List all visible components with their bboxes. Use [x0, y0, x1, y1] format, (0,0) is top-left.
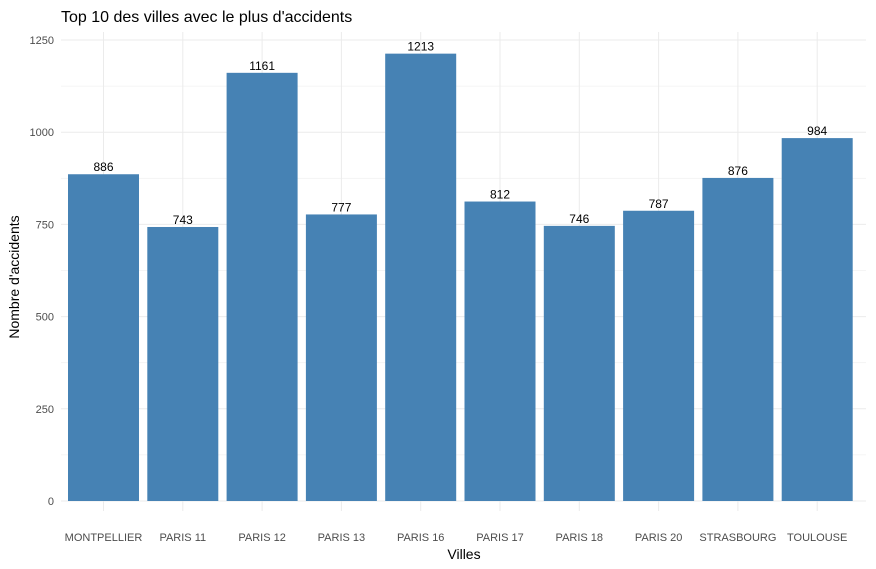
y-tick-label: 750 — [36, 219, 54, 231]
bar — [68, 174, 139, 501]
x-tick-label: PARIS 17 — [476, 532, 524, 544]
x-tick-label: PARIS 20 — [635, 532, 683, 544]
x-axis-title: Villes — [447, 546, 480, 562]
x-tick-label: PARIS 18 — [556, 532, 604, 544]
bar-value-label: 743 — [173, 213, 193, 227]
bar — [623, 210, 695, 501]
y-axis-title: Nombre d'accidents — [6, 215, 22, 338]
bar — [305, 214, 377, 502]
x-tick-label: PARIS 11 — [159, 532, 206, 544]
x-tick-label: PARIS 13 — [318, 532, 366, 544]
bar-value-labels: 886 743 1161 777 1213 812 746 787 876 984 — [93, 40, 827, 227]
bar-value-label: 746 — [569, 212, 589, 226]
bars — [68, 53, 853, 502]
y-tick-label: 1000 — [30, 127, 54, 139]
x-axis-ticks: MONTPELLIER PARIS 11 PARIS 12 PARIS 13 PARIS… — [65, 532, 848, 544]
y-tick-label: 1250 — [30, 35, 54, 47]
bar — [147, 226, 219, 501]
bar — [226, 72, 298, 502]
bar — [702, 177, 774, 501]
x-tick-label: PARIS 16 — [397, 532, 445, 544]
y-tick-label: 0 — [48, 496, 54, 508]
bar-value-label: 876 — [728, 164, 748, 178]
bar — [385, 53, 457, 501]
bar-value-label: 787 — [649, 197, 669, 211]
bar-value-label: 1213 — [407, 40, 434, 54]
bar — [543, 225, 615, 502]
bar-value-label: 1161 — [249, 59, 275, 73]
x-tick-label: STRASBOURG — [699, 532, 776, 544]
x-tick-label: MONTPELLIER — [65, 532, 143, 544]
y-tick-label: 500 — [36, 312, 54, 324]
bar — [781, 138, 853, 501]
bar-value-label: 984 — [807, 124, 827, 138]
y-axis-ticks: 0 250 500 750 1000 1250 — [30, 35, 54, 508]
bar-value-label: 886 — [93, 160, 113, 174]
bar — [464, 201, 536, 501]
y-tick-label: 250 — [36, 404, 54, 416]
bar-value-label: 812 — [490, 188, 510, 202]
chart-title: Top 10 des villes avec le plus d'acciden… — [61, 9, 352, 26]
x-tick-label: TOULOUSE — [787, 532, 847, 544]
bar-value-label: 777 — [331, 200, 351, 214]
x-tick-label: PARIS 12 — [238, 532, 286, 544]
